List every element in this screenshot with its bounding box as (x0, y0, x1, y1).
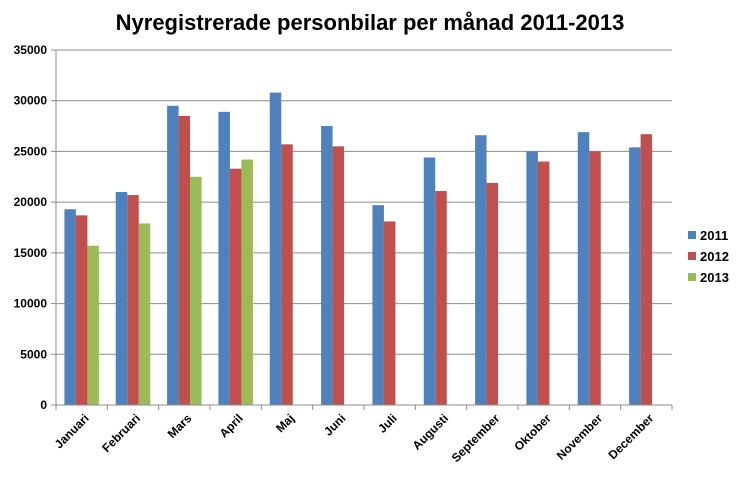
y-tick-label: 20000 (14, 195, 48, 209)
bars (64, 92, 653, 406)
x-tick-label: September (449, 411, 503, 465)
bar-2012-juli (383, 221, 396, 405)
bar-2013-februari (138, 223, 151, 405)
bar-2011-september (475, 135, 487, 405)
y-tick-label: 35000 (14, 43, 48, 57)
legend-swatch-2012 (688, 252, 696, 260)
bar-2011-mars (167, 105, 179, 406)
bar-2011-augusti (423, 157, 436, 405)
y-tick-label: 0 (40, 398, 47, 412)
x-tick-label: Juni (321, 411, 348, 438)
bar-2012-augusti (435, 190, 447, 405)
bar-2011-november (577, 132, 590, 405)
bar-2012-september (486, 182, 499, 405)
bar-2012-mars (178, 115, 191, 405)
bar-2011-juli (372, 205, 384, 405)
bar-2013-januari (87, 245, 99, 405)
bar-2011-februari (115, 192, 128, 405)
y-tick-label: 25000 (14, 144, 48, 158)
x-tick-label: Mars (165, 411, 195, 441)
bar-2011-maj (269, 92, 282, 405)
legend-label-2012: 2012 (700, 249, 729, 264)
y-axis-ticks: 0 5000 10000 15000 20000 25000 30000 35000 (14, 43, 56, 412)
y-tick-label: 5000 (20, 347, 47, 361)
x-axis-ticks: Januari Februari Mars April Maj Juni Juli Augus… (52, 405, 673, 465)
legend-swatch-2013 (688, 273, 696, 281)
bar-2012-juni (332, 146, 345, 405)
x-tick-label: Juli (375, 411, 400, 436)
gridlines (56, 49, 672, 355)
legend-label-2013: 2013 (700, 270, 729, 285)
bar-2012-oktober (537, 161, 550, 405)
y-tick-label: 30000 (14, 94, 48, 108)
x-tick-label: Oktober (511, 411, 554, 454)
bar-2012-april (229, 168, 242, 405)
bar-2012-november (589, 151, 601, 405)
x-tick-label: November (554, 411, 606, 463)
x-tick-label: Augusti (410, 411, 451, 452)
bar-2012-februari (127, 195, 139, 405)
bar-2012-maj (281, 144, 293, 406)
bar-2012-december (640, 134, 653, 405)
bar-2012-januari (75, 215, 88, 405)
x-tick-label: Januari (52, 411, 92, 451)
legend-label-2011: 2011 (700, 228, 728, 243)
bar-2011-januari (64, 209, 76, 405)
x-tick-label: April (217, 411, 246, 440)
chart-title: Nyregistrerade personbilar per månad 201… (116, 10, 625, 35)
bar-2013-mars (190, 176, 202, 405)
legend: 2011 2012 2013 (688, 228, 729, 285)
x-tick-label: December (606, 411, 657, 462)
bar-2011-juni (321, 126, 333, 406)
bar-2011-december (629, 147, 641, 405)
x-tick-label: Februari (99, 411, 143, 455)
y-tick-label: 15000 (14, 246, 48, 260)
y-tick-label: 10000 (14, 297, 48, 311)
x-tick-label: Maj (273, 411, 297, 435)
bar-2011-oktober (526, 151, 538, 405)
bar-2011-april (218, 111, 230, 405)
bar-2013-april (241, 159, 253, 405)
legend-swatch-2011 (688, 231, 696, 239)
